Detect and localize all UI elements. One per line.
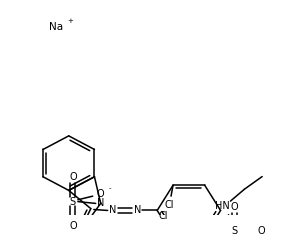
Text: Na: Na — [49, 22, 63, 32]
Text: O: O — [69, 221, 77, 231]
Text: Cl: Cl — [158, 211, 168, 221]
Text: N: N — [109, 205, 116, 215]
Text: O: O — [69, 172, 77, 182]
Text: -: - — [108, 185, 111, 191]
Text: HN: HN — [215, 201, 230, 211]
Text: +: + — [68, 18, 74, 24]
Text: Cl: Cl — [164, 200, 174, 210]
Text: O: O — [257, 226, 265, 235]
Text: O: O — [97, 189, 104, 199]
Text: S: S — [231, 226, 238, 235]
Text: O: O — [231, 202, 238, 212]
Text: S: S — [70, 197, 76, 207]
Text: N: N — [97, 198, 104, 208]
Text: N: N — [134, 205, 141, 215]
